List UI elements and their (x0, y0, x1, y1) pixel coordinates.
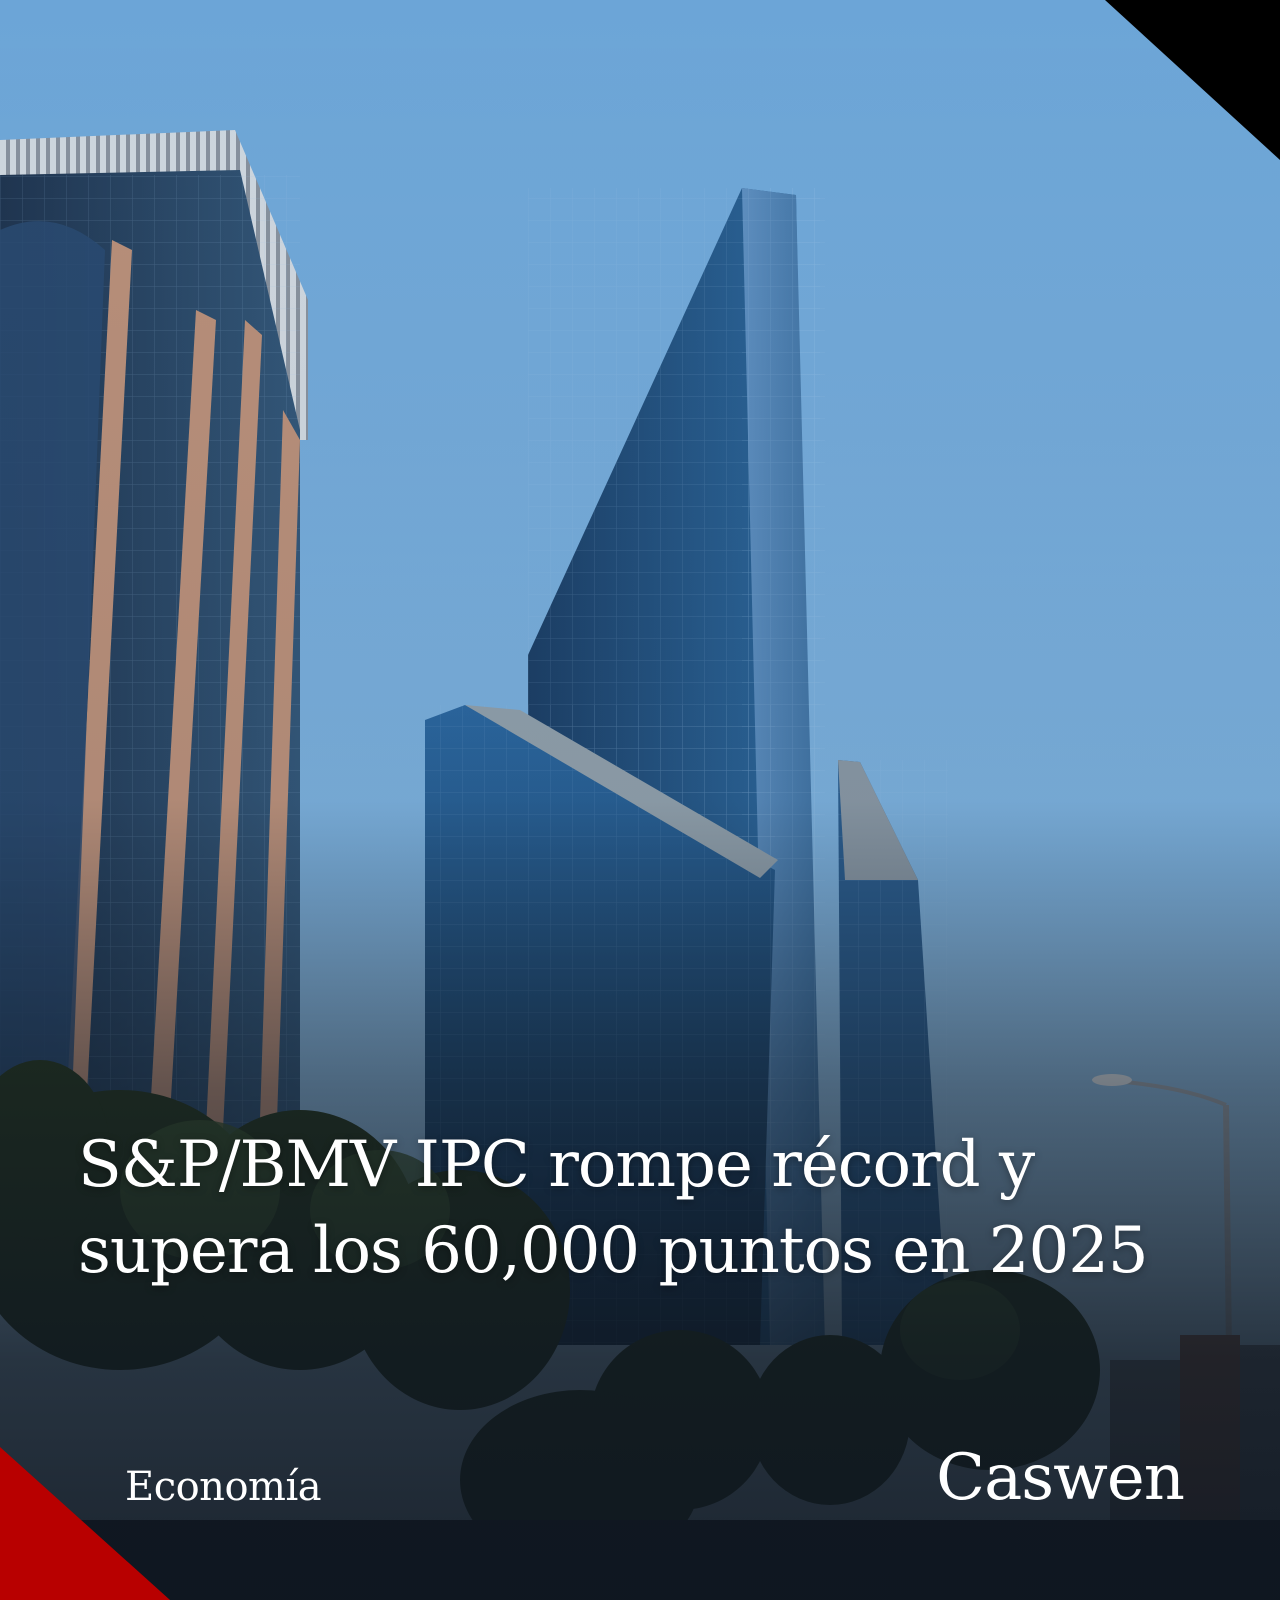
corner-accent-top-right (1105, 0, 1280, 160)
brand-logo: Caswen (936, 1441, 1185, 1515)
category-label: Economía (125, 1464, 322, 1510)
corner-accent-bottom-left (0, 1447, 170, 1600)
headline: S&P/BMV IPC rompe récord y supera los 60… (78, 1128, 1149, 1288)
